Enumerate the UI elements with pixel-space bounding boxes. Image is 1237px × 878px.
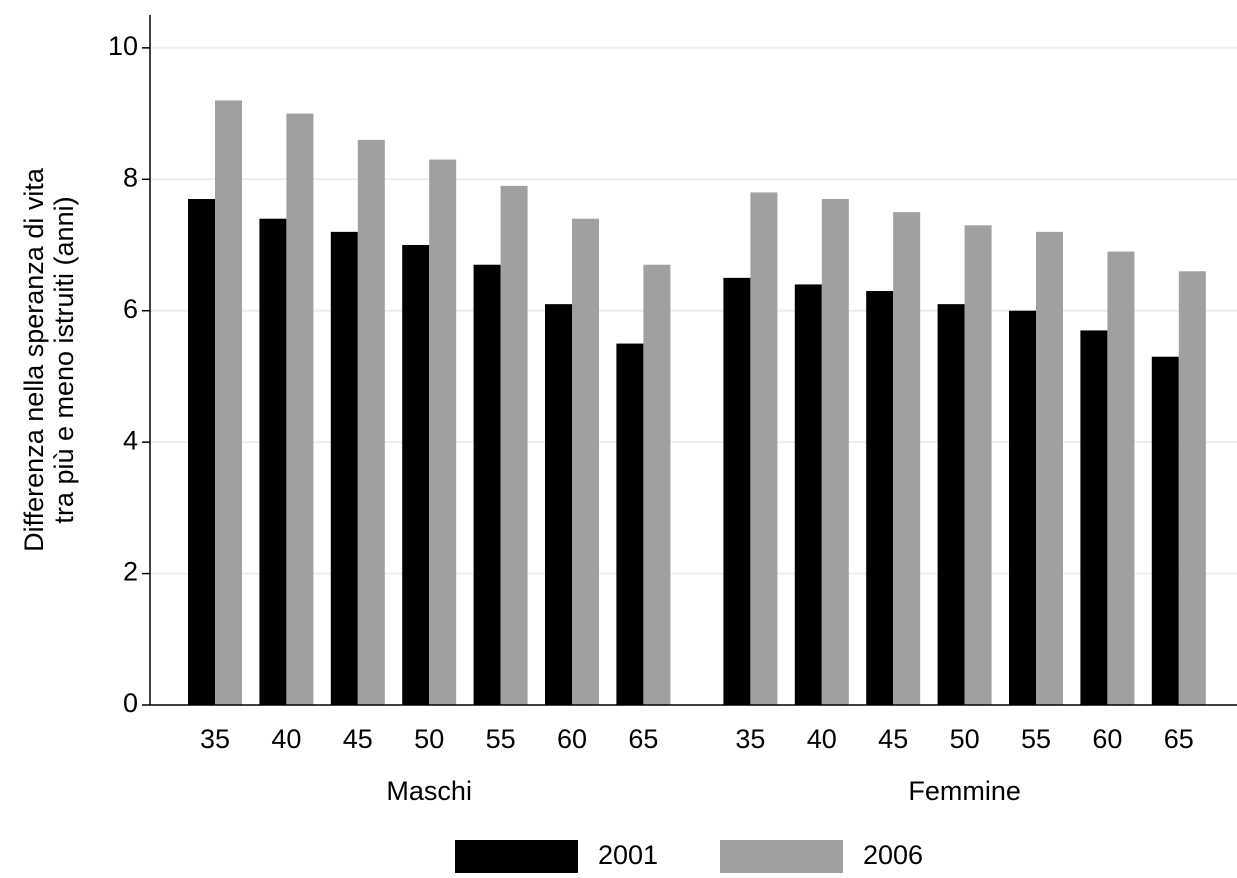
legend-swatch bbox=[720, 840, 843, 873]
bar bbox=[1107, 251, 1135, 706]
x-tick-label: 35 bbox=[200, 724, 230, 754]
y-axis-title-line: Differenza nella speranza di vita bbox=[19, 167, 49, 552]
bar bbox=[723, 277, 751, 705]
bar bbox=[215, 100, 242, 705]
bar bbox=[1036, 231, 1063, 705]
bar bbox=[643, 264, 671, 705]
x-tick-label: 45 bbox=[878, 724, 908, 754]
y-tick-label: 8 bbox=[123, 162, 138, 192]
group-label: Maschi bbox=[386, 776, 472, 806]
bar bbox=[794, 284, 822, 705]
x-tick-label: 60 bbox=[557, 724, 587, 754]
x-tick-label: 50 bbox=[950, 724, 980, 754]
bar bbox=[473, 264, 501, 705]
y-tick-label: 0 bbox=[123, 688, 138, 718]
y-tick-label: 6 bbox=[123, 294, 138, 324]
bar bbox=[616, 343, 644, 705]
bar bbox=[330, 231, 358, 705]
bar bbox=[357, 139, 385, 705]
x-tick-label: 60 bbox=[1092, 724, 1122, 754]
y-tick-label: 2 bbox=[123, 557, 138, 587]
x-tick-label: 55 bbox=[1021, 724, 1051, 754]
bar bbox=[188, 199, 215, 705]
x-tick-label: 35 bbox=[735, 724, 765, 754]
bar bbox=[259, 218, 287, 705]
x-tick-label: 65 bbox=[1164, 724, 1194, 754]
bar bbox=[1151, 356, 1179, 705]
bar bbox=[500, 185, 528, 705]
bar bbox=[821, 199, 849, 705]
bar bbox=[893, 212, 921, 705]
x-tick-label: 65 bbox=[628, 724, 658, 754]
bar bbox=[937, 304, 965, 705]
y-axis-title-line: tra più e meno istruiti (anni) bbox=[49, 196, 79, 523]
bar bbox=[572, 218, 599, 705]
legend-label: 2001 bbox=[598, 840, 658, 870]
bar bbox=[866, 291, 894, 705]
x-tick-label: 40 bbox=[807, 724, 837, 754]
x-tick-label: 40 bbox=[271, 724, 301, 754]
x-tick-label: 45 bbox=[343, 724, 373, 754]
bar bbox=[750, 192, 778, 705]
legend-swatch bbox=[455, 840, 578, 873]
bar bbox=[1178, 271, 1206, 705]
y-tick-label: 10 bbox=[108, 31, 138, 61]
bar bbox=[1080, 330, 1108, 705]
y-axis-title: Differenza nella speranza di vita tra pi… bbox=[19, 167, 79, 552]
bar bbox=[964, 225, 992, 706]
y-tick-label: 4 bbox=[123, 425, 138, 455]
group-label: Femmine bbox=[908, 776, 1021, 806]
bar bbox=[286, 113, 314, 706]
x-tick-label: 50 bbox=[414, 724, 444, 754]
bar bbox=[429, 159, 457, 706]
bar bbox=[545, 304, 572, 705]
x-tick-label: 55 bbox=[486, 724, 516, 754]
bars bbox=[150, 46, 1237, 706]
legend-label: 2006 bbox=[863, 840, 923, 870]
bar bbox=[402, 245, 430, 705]
bar bbox=[1009, 310, 1036, 705]
